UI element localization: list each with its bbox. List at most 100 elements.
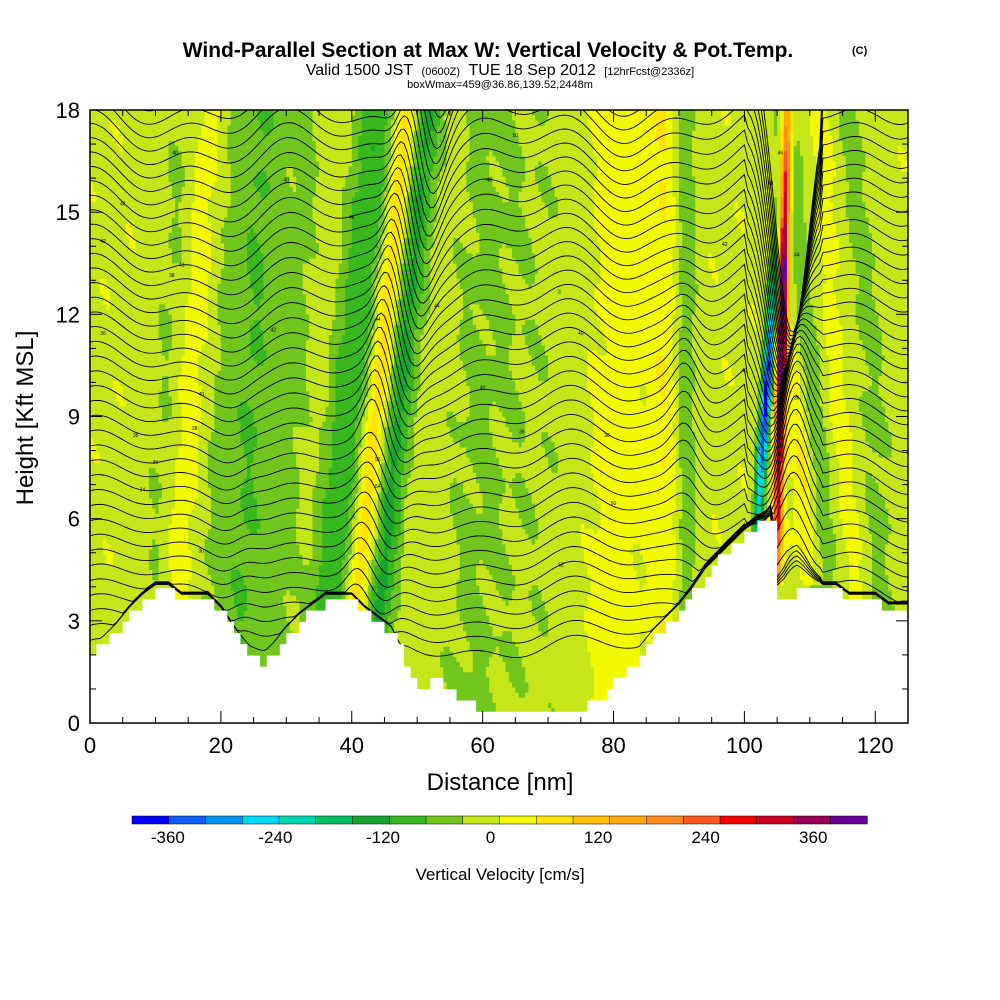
w-cell	[351, 482, 356, 519]
w-cell	[728, 115, 732, 126]
w-cell	[247, 528, 251, 668]
contour-label: 42	[179, 263, 185, 269]
w-cell	[459, 447, 464, 484]
w-cell	[387, 110, 392, 162]
contour-label: 46	[778, 150, 784, 156]
w-cell	[99, 293, 104, 714]
w-cell	[394, 324, 399, 356]
w-cell	[459, 360, 464, 422]
w-cell	[99, 278, 104, 295]
w-cell	[515, 442, 520, 473]
w-cell	[463, 447, 467, 494]
w-cell	[780, 110, 785, 131]
x-axis-label: Distance [nm]	[427, 769, 574, 796]
w-cell	[518, 145, 523, 193]
w-cell	[541, 201, 546, 346]
contour-label: 36	[794, 395, 800, 401]
w-cell	[832, 176, 837, 223]
w-cell	[492, 339, 497, 356]
w-cell	[531, 544, 536, 586]
w-cell	[783, 222, 788, 259]
w-cell	[400, 554, 405, 723]
w-cell	[499, 595, 503, 637]
w-cell	[832, 569, 837, 601]
w-cell	[391, 161, 395, 198]
w-cell	[292, 176, 297, 193]
w-cell	[780, 196, 785, 218]
w-cell	[754, 314, 759, 330]
w-cell	[764, 344, 768, 356]
w-cell	[217, 370, 222, 723]
w-cell	[786, 355, 791, 397]
w-cell	[600, 110, 605, 330]
w-cell	[728, 110, 732, 116]
theta-contour	[90, 370, 908, 470]
w-cell	[832, 110, 837, 162]
w-cell	[96, 452, 101, 463]
w-cell	[904, 110, 908, 162]
w-cell	[806, 457, 811, 586]
w-cell	[469, 304, 474, 310]
w-cell	[642, 631, 647, 673]
colorbar-swatch	[131, 815, 170, 825]
w-cell	[646, 110, 651, 642]
w-cell	[888, 457, 893, 525]
w-cell	[678, 329, 683, 468]
w-cell	[253, 447, 258, 499]
w-cell	[430, 130, 435, 172]
w-cell	[528, 288, 533, 320]
w-cell	[479, 559, 484, 596]
w-cell	[394, 299, 399, 325]
w-cell	[800, 110, 804, 157]
w-cell	[397, 237, 402, 264]
w-cell	[760, 421, 765, 463]
w-cell	[737, 227, 742, 463]
w-cell	[773, 344, 778, 356]
w-cell	[407, 166, 412, 193]
w-cell	[855, 120, 860, 274]
w-cell	[220, 110, 225, 228]
w-cell	[247, 273, 251, 407]
w-cell	[875, 482, 880, 622]
w-cell	[757, 503, 762, 514]
w-cell	[391, 196, 395, 295]
w-cell	[597, 503, 602, 530]
w-cell	[90, 181, 94, 203]
colorbar-swatch	[242, 815, 280, 825]
w-cell	[220, 242, 225, 269]
w-cell	[292, 426, 297, 453]
w-cell	[672, 196, 677, 249]
w-cell	[368, 533, 372, 560]
w-cell	[862, 150, 867, 172]
w-cell	[692, 110, 696, 131]
w-cell	[603, 355, 608, 723]
w-cell	[610, 110, 615, 723]
w-cell	[472, 324, 477, 473]
w-cell	[495, 646, 500, 714]
w-cell	[211, 110, 215, 187]
w-cell	[502, 416, 507, 479]
w-cell	[505, 605, 510, 632]
w-cell	[780, 130, 785, 157]
w-cell	[410, 135, 415, 167]
w-cell	[116, 401, 121, 723]
w-cell	[253, 186, 258, 233]
w-cell	[240, 620, 245, 637]
w-cell	[764, 442, 768, 448]
w-cell	[711, 278, 716, 514]
w-cell	[659, 212, 664, 356]
w-cell	[767, 421, 772, 433]
w-cell	[397, 365, 402, 453]
w-cell	[197, 135, 202, 356]
w-cell	[557, 288, 562, 295]
w-cell	[456, 334, 461, 341]
w-cell	[207, 574, 212, 596]
w-cell	[204, 110, 209, 341]
w-cell	[305, 314, 310, 341]
w-cell	[374, 110, 379, 249]
w-cell	[593, 350, 598, 489]
w-cell	[865, 513, 870, 617]
w-cell	[711, 258, 716, 279]
w-cell	[819, 406, 824, 555]
w-cell	[145, 110, 150, 637]
